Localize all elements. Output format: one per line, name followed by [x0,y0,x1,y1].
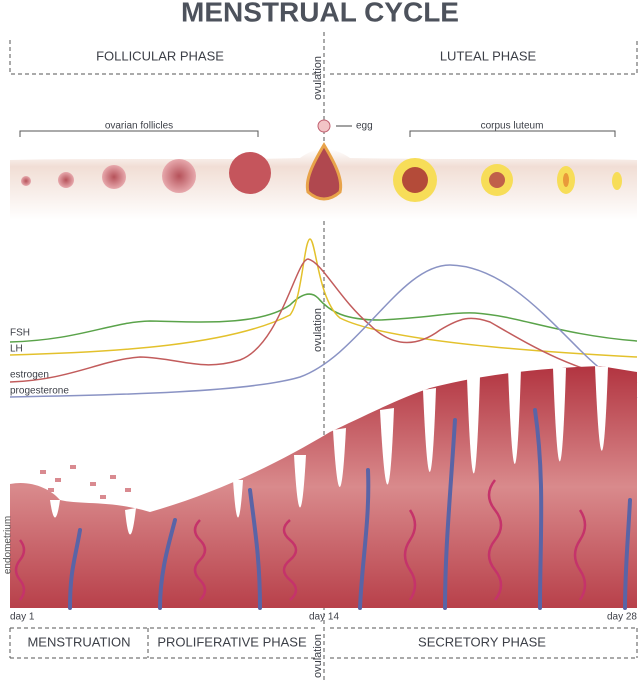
endometrium-part-part [68,528,82,610]
endometrium-part-part [294,455,306,508]
endometrium-part-part [595,366,608,451]
phase-label: LUTEAL PHASE [440,48,537,63]
endometrium-part-part [623,498,632,610]
endometrium-part-part [233,480,243,518]
endometrium-part-part [508,368,521,464]
day-label: day 28 [607,612,637,623]
endometrium-part [50,366,608,535]
endometrium-part-part [533,408,544,610]
endometrium-part-part [573,509,587,601]
endometrium-part-part [333,428,346,488]
hormone-label: progesterone [10,386,69,397]
annotation: ovarian follicles [105,121,173,132]
ovulation-label: ovulation [312,634,324,678]
endometrium-part-part [55,478,61,482]
endometrium-part [40,465,131,499]
ovary-part [162,159,196,193]
endometrium-label: endometrium [3,516,14,574]
ovary-part [102,165,126,189]
ovary-part [19,130,616,137]
endometrium-part-part [40,470,46,474]
endometrium-part-part [100,495,106,499]
endometrium-part-part [248,488,262,610]
endometrium-part-part [48,488,54,492]
ovary-part [229,152,271,194]
endometrium-part-part [282,519,298,601]
hormone-label: estrogen [10,370,49,381]
endometrium-part-part [380,408,394,485]
endometrium-part-part [443,418,457,610]
endometrium-part-part [14,539,26,601]
endometrium-part-part [423,388,436,473]
endometrium-part-part [90,482,96,486]
hormone-curves [9,238,638,399]
endometrium-part-part [70,465,76,469]
annotation: egg [356,121,373,132]
ovary-part [563,173,569,187]
endometrium-part-part [125,508,136,535]
hormone-curves-part [9,293,638,343]
ovary-part [402,167,428,193]
hormone-curves-part [9,264,638,399]
ovary-part [317,119,331,133]
day-label: day 1 [10,612,35,623]
ovary [10,119,637,220]
endometrium-part-part [467,376,480,474]
hormone-label: LH [10,344,23,355]
hormone-curves-part [9,258,638,384]
phase-label: PROLIFERATIVE PHASE [157,634,307,649]
endometrium-part-part [158,518,177,610]
ovary-part [58,172,74,188]
ovary-part [21,176,31,186]
phase-label: MENSTRUATION [27,634,130,649]
phase-label: SECRETORY PHASE [418,634,546,649]
ovulation-label: ovulation [312,308,324,352]
ovary-part [489,172,505,188]
endometrium-part-part [358,468,371,610]
phase-label: FOLLICULAR PHASE [96,48,224,63]
endometrium [10,366,637,610]
endometrium-part-part [403,509,417,601]
bottom-brackets [9,627,638,659]
ovary-part [305,142,343,201]
endometrium-part-part [553,368,566,462]
endometrium-part-part [50,500,60,518]
endometrium-part-part [110,475,116,479]
hormone-curves-part [9,238,638,358]
top-brackets-part [9,40,638,75]
endometrium-part [14,479,587,601]
annotation: corpus luteum [481,121,544,132]
day-label: day 14 [309,612,339,623]
ovulation-label: ovulation [312,56,324,100]
endometrium-part-part [487,479,503,601]
ovary-part [612,172,622,190]
hormone-label: FSH [10,328,30,339]
endometrium-part [68,408,632,610]
title: MENSTRUAL CYCLE [181,0,459,27]
endometrium-part-part [125,488,131,492]
endometrium-part-part [193,519,207,601]
